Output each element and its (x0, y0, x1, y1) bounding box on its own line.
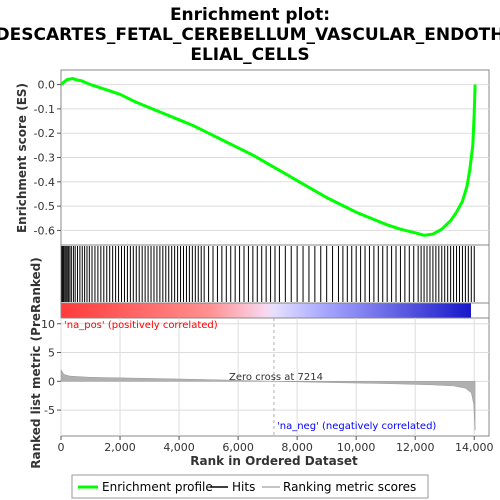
hit-marks (61, 246, 475, 302)
chart-title-line-3: ELIAL_CELLS (190, 45, 309, 65)
x-tick-label: 12,000 (396, 441, 435, 454)
metric-y-axis: 10 5 0 -5 (41, 318, 61, 417)
x-tick-label: 8,000 (281, 441, 313, 454)
legend-hits-label: Hits (232, 480, 255, 494)
legend: Enrichment profile Hits Ranking metric s… (71, 474, 429, 499)
es-y-tick-label: -0.1 (34, 103, 55, 116)
metric-y-tick-label: 5 (48, 347, 55, 360)
chart-title-line-1: Enrichment plot: (170, 5, 330, 25)
es-y-axis-label: Enrichment score (ES) (15, 83, 29, 233)
metric-panel-frame (60, 317, 490, 437)
x-tick-label: 0 (58, 441, 65, 454)
x-tick-label: 6,000 (222, 441, 254, 454)
es-y-axis: 0.0 -0.1 -0.2 -0.3 -0.4 -0.5 -0.6 (34, 79, 61, 237)
es-y-tick-label: -0.4 (34, 176, 55, 189)
es-gridlines (61, 84, 489, 231)
chart-title-line-2: DESCARTES_FETAL_CEREBELLUM_VASCULAR_ENDO… (0, 25, 500, 45)
pos-correlated-label: 'na_pos' (positively correlated) (64, 320, 218, 331)
legend-metric-label: Ranking metric scores (283, 480, 416, 494)
ranking-metric-area (60, 368, 476, 431)
x-tick-label: 4,000 (163, 441, 195, 454)
legend-es-label: Enrichment profile (102, 480, 213, 494)
x-tick-label: 10,000 (337, 441, 376, 454)
es-y-tick-label: -0.2 (34, 127, 55, 140)
x-tick-label: 2,000 (104, 441, 136, 454)
metric-y-axis-label: Ranked list metric (PreRanked) (29, 257, 43, 469)
metric-y-tick-label: -5 (44, 404, 55, 417)
es-y-tick-label: -0.5 (34, 200, 55, 213)
metric-y-tick-label: 0 (48, 375, 55, 388)
x-axis-label: Rank in Ordered Dataset (190, 454, 358, 468)
es-y-tick-label: 0.0 (38, 79, 56, 92)
zero-cross-label: Zero cross at 7214 (229, 372, 323, 383)
es-y-tick-label: -0.6 (34, 224, 55, 237)
es-line (60, 77, 477, 237)
rank-color-bar (61, 303, 471, 318)
x-tick-label: 14,000 (455, 441, 494, 454)
x-axis: 0 2,000 4,000 6,000 8,000 10,000 12,000 14,000 (58, 436, 494, 454)
legend-box (71, 474, 429, 499)
es-y-tick-label: -0.3 (34, 152, 55, 165)
metric-y-tick-label: 10 (41, 318, 55, 331)
neg-correlated-label: 'na_neg' (negatively correlated) (277, 421, 436, 432)
